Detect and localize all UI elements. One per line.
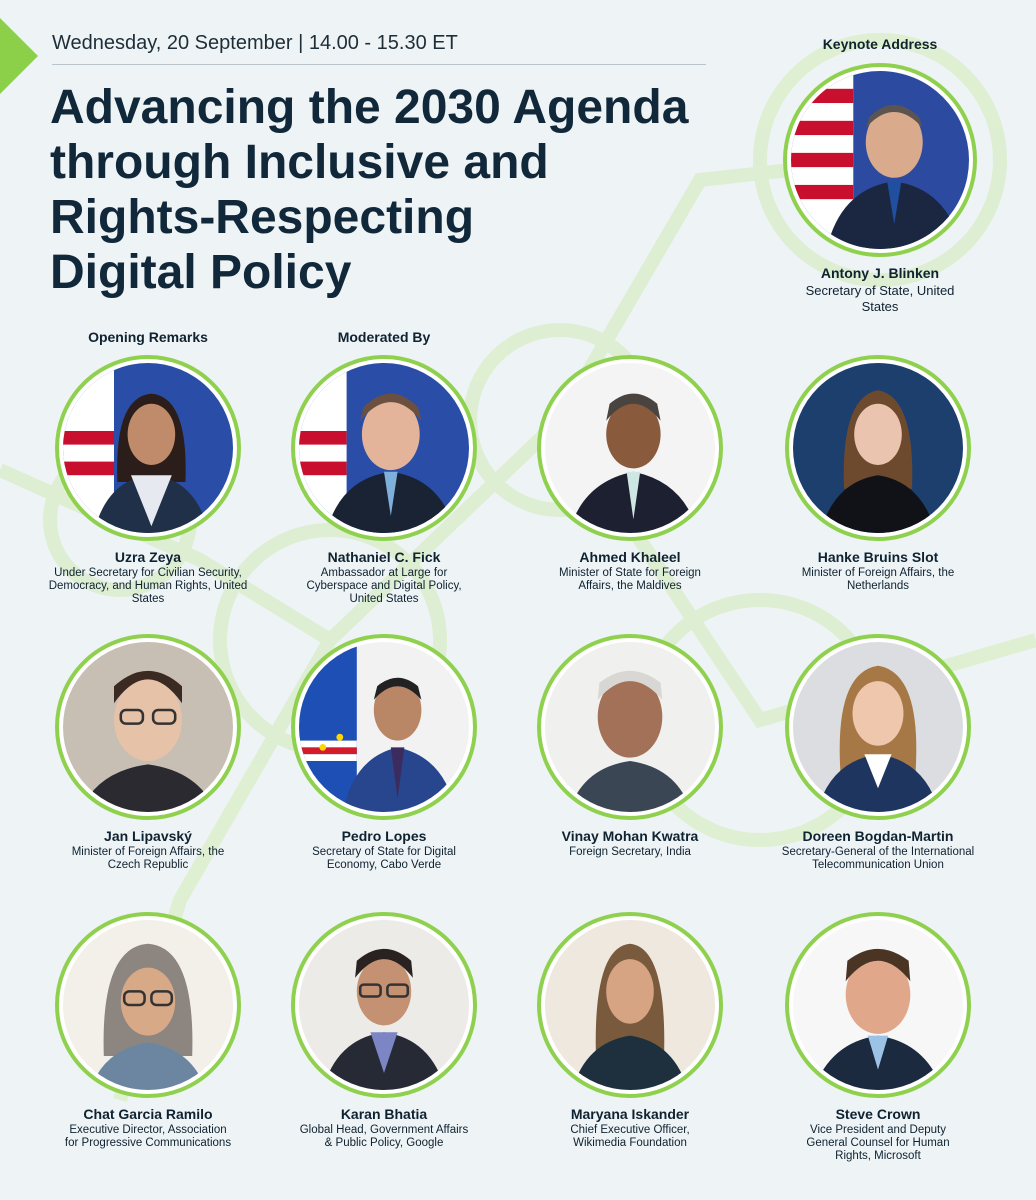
speaker-card: Jan Lipavský Minister of Foreign Affairs… [38, 634, 258, 872]
speaker-photo [291, 355, 477, 541]
speaker-name: Karan Bhatia [340, 1106, 428, 1122]
speaker-photo [537, 355, 723, 541]
portrait-white-bg [793, 920, 963, 1090]
speaker-photo [537, 912, 723, 1098]
speaker-card: Karan Bhatia Global Head, Government Aff… [274, 912, 494, 1150]
speaker-name: Ahmed Khaleel [579, 549, 681, 565]
speaker-role: Global Head, Government Affairs & Public… [299, 1124, 469, 1149]
speaker-name: Hanke Bruins Slot [817, 549, 939, 565]
title-line-1: Advancing the 2030 Agenda [50, 81, 689, 134]
speaker-name: Maryana Iskander [570, 1106, 690, 1122]
speaker-card: Ahmed Khaleel Minister of State for Fore… [520, 355, 740, 593]
speaker-photo [55, 355, 241, 541]
speaker-photo [537, 634, 723, 820]
speaker-card-keynote: Antony J. Blinken Secretary of State, Un… [770, 63, 990, 315]
portrait-navy-bg [793, 363, 963, 533]
speaker-card: Vinay Mohan Kwatra Foreign Secretary, In… [520, 634, 740, 859]
speaker-role: Chief Executive Officer, Wikimedia Found… [570, 1124, 690, 1149]
portrait-flag-blue [299, 363, 469, 533]
speaker-photo [783, 63, 977, 257]
speaker-role: Under Secretary for Civilian Security, D… [48, 567, 248, 605]
speaker-role: Secretary-General of the International T… [781, 846, 975, 871]
speaker-name: Vinay Mohan Kwatra [561, 828, 699, 844]
moderated-by-label: Moderated By [337, 329, 431, 345]
speaker-photo [785, 912, 971, 1098]
speaker-role: Ambassador at Large for Cyberspace and D… [306, 567, 462, 605]
speaker-photo [55, 912, 241, 1098]
speaker-card: Doreen Bogdan-Martin Secretary-General o… [768, 634, 988, 872]
speaker-name: Steve Crown [835, 1106, 921, 1122]
opening-remarks-label: Opening Remarks [88, 329, 208, 345]
speaker-name: Doreen Bogdan-Martin [802, 828, 954, 844]
speaker-photo [291, 912, 477, 1098]
speaker-card: Hanke Bruins Slot Minister of Foreign Af… [768, 355, 988, 593]
speaker-name: Antony J. Blinken [820, 265, 940, 281]
speaker-role: Vice President and Deputy General Counse… [806, 1124, 950, 1162]
speaker-role: Secretary of State for Digital Economy, … [312, 846, 456, 871]
speaker-role: Secretary of State, United States [805, 283, 955, 314]
title-line-4: Digital Policy [50, 246, 352, 299]
portrait-light-bg [63, 920, 233, 1090]
speaker-card: Pedro Lopes Secretary of State for Digit… [274, 634, 494, 872]
portrait-white-bg [545, 642, 715, 812]
speaker-role: Minister of State for Foreign Affairs, t… [559, 567, 701, 592]
portrait-light-bg [545, 920, 715, 1090]
portrait-white-bg [545, 363, 715, 533]
corner-accent-triangle [0, 18, 38, 94]
portrait-flag-blue [791, 71, 969, 249]
speaker-role: Executive Director, Association for Prog… [64, 1124, 232, 1149]
speaker-name: Chat Garcia Ramilo [83, 1106, 213, 1122]
portrait-light-bg [299, 920, 469, 1090]
portrait-grey-bg [793, 642, 963, 812]
speaker-card: Steve Crown Vice President and Deputy Ge… [768, 912, 988, 1163]
speaker-photo [785, 355, 971, 541]
speaker-role: Foreign Secretary, India [569, 846, 691, 858]
speaker-name: Jan Lipavský [104, 828, 192, 844]
portrait-neutral-bg [63, 642, 233, 812]
speaker-card: Uzra Zeya Under Secretary for Civilian S… [38, 355, 258, 606]
title-line-3: Rights-Respecting [50, 191, 475, 244]
speaker-name: Nathaniel C. Fick [327, 549, 441, 565]
speaker-card: Maryana Iskander Chief Executive Officer… [520, 912, 740, 1150]
speaker-photo [55, 634, 241, 820]
event-title: Advancing the 2030 Agenda through Inclus… [50, 80, 740, 300]
speaker-photo [291, 634, 477, 820]
event-date-time: Wednesday, 20 September | 14.00 - 15.30 … [52, 32, 458, 54]
speaker-photo [785, 634, 971, 820]
speaker-card: Chat Garcia Ramilo Executive Director, A… [38, 912, 258, 1150]
portrait-flag-capeverde [299, 642, 469, 812]
keynote-label: Keynote Address [822, 36, 938, 52]
speaker-name: Uzra Zeya [114, 549, 182, 565]
speaker-card: Nathaniel C. Fick Ambassador at Large fo… [274, 355, 494, 606]
speaker-role: Minister of Foreign Affairs, the Czech R… [71, 846, 225, 871]
header-divider [52, 64, 706, 65]
portrait-flag-blue [63, 363, 233, 533]
speaker-role: Minister of Foreign Affairs, the Netherl… [801, 567, 955, 592]
speaker-name: Pedro Lopes [341, 828, 427, 844]
title-line-2: through Inclusive and [50, 136, 549, 189]
